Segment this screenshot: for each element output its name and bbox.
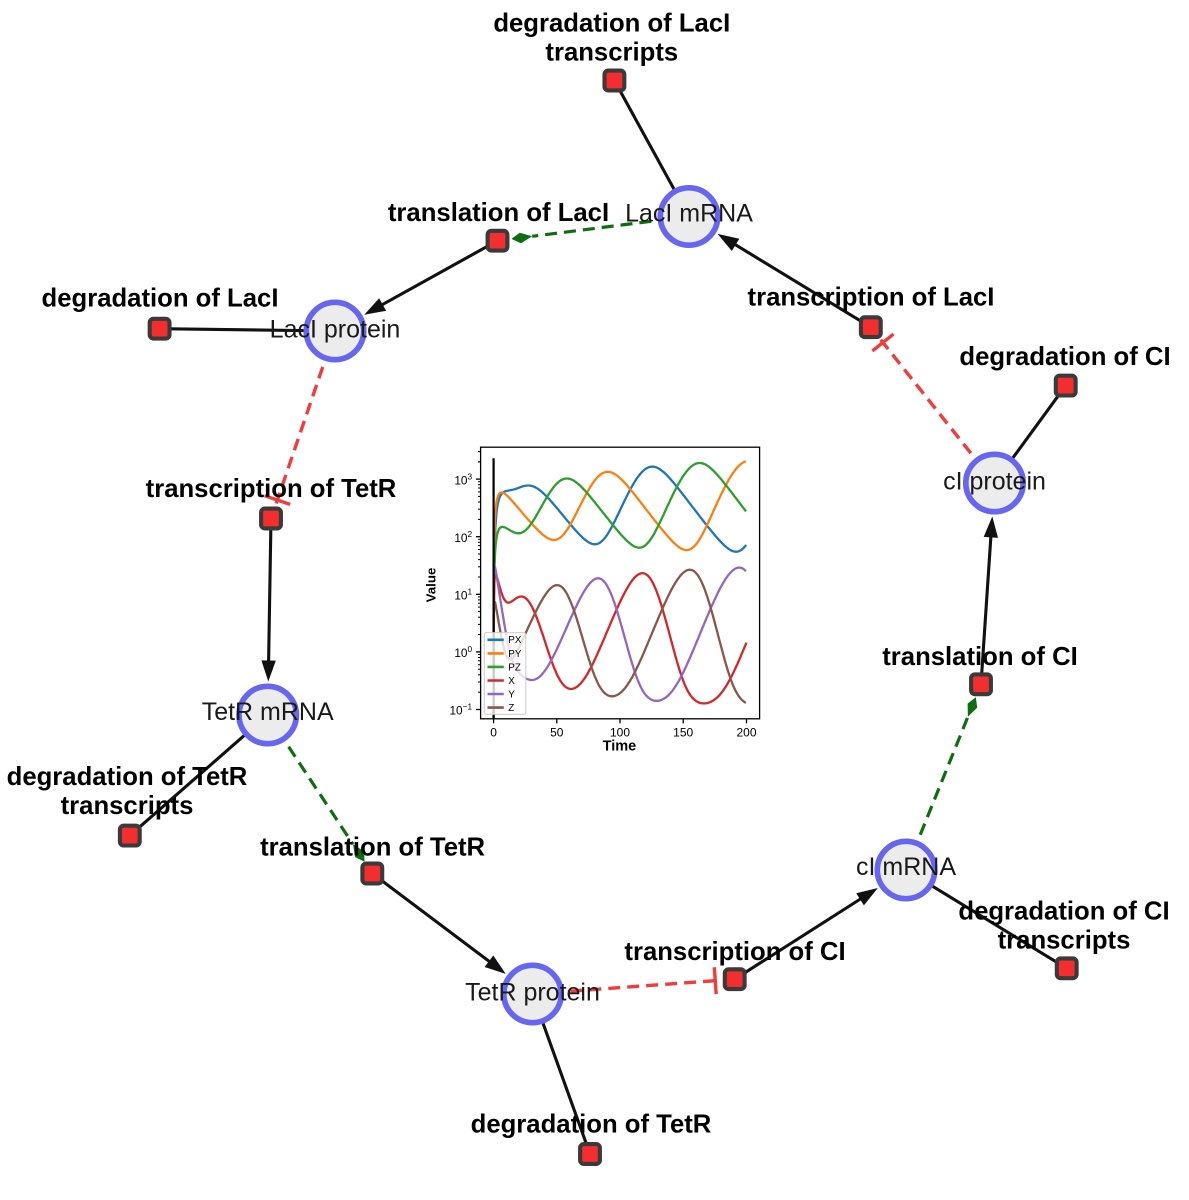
svg-text:degradation of CI: degradation of CI [959, 343, 1170, 371]
svg-text:0: 0 [490, 725, 497, 739]
svg-text:translation of LacI: translation of LacI [388, 199, 609, 227]
svg-text:degradation of TetR: degradation of TetR [7, 763, 248, 791]
svg-text:transcription of LacI: transcription of LacI [748, 283, 995, 311]
svg-text:transcription of CI: transcription of CI [624, 938, 845, 966]
svg-text:transcripts: transcripts [545, 39, 678, 67]
svg-text:transcription of TetR: transcription of TetR [146, 475, 397, 503]
svg-text:degradation of CI: degradation of CI [958, 897, 1169, 925]
svg-text:degradation of LacI: degradation of LacI [42, 285, 279, 313]
svg-text:transcripts: transcripts [61, 792, 194, 820]
svg-text:Z: Z [508, 703, 514, 714]
svg-text:degradation of TetR: degradation of TetR [471, 1111, 712, 1139]
svg-text:degradation of LacI: degradation of LacI [493, 10, 730, 38]
svg-text:Value: Value [424, 568, 439, 603]
svg-text:PX: PX [508, 635, 522, 646]
svg-text:LacI mRNA: LacI mRNA [625, 200, 753, 228]
svg-text:PY: PY [508, 649, 522, 660]
svg-text:X: X [508, 676, 515, 687]
svg-text:transcripts: transcripts [998, 926, 1131, 954]
svg-text:Y: Y [508, 689, 515, 700]
svg-text:translation of TetR: translation of TetR [260, 833, 485, 861]
svg-text:LacI protein: LacI protein [270, 316, 401, 344]
svg-text:TetR mRNA: TetR mRNA [202, 698, 334, 726]
svg-text:200: 200 [736, 725, 756, 739]
svg-text:PZ: PZ [508, 662, 521, 673]
svg-text:cI protein: cI protein [943, 468, 1046, 496]
svg-text:translation of CI: translation of CI [882, 643, 1078, 671]
svg-text:TetR protein: TetR protein [465, 979, 600, 1007]
svg-text:Time: Time [603, 739, 637, 755]
svg-text:150: 150 [673, 725, 693, 739]
svg-text:50: 50 [550, 725, 564, 739]
svg-text:100: 100 [610, 725, 630, 739]
svg-text:cI mRNA: cI mRNA [856, 853, 956, 881]
